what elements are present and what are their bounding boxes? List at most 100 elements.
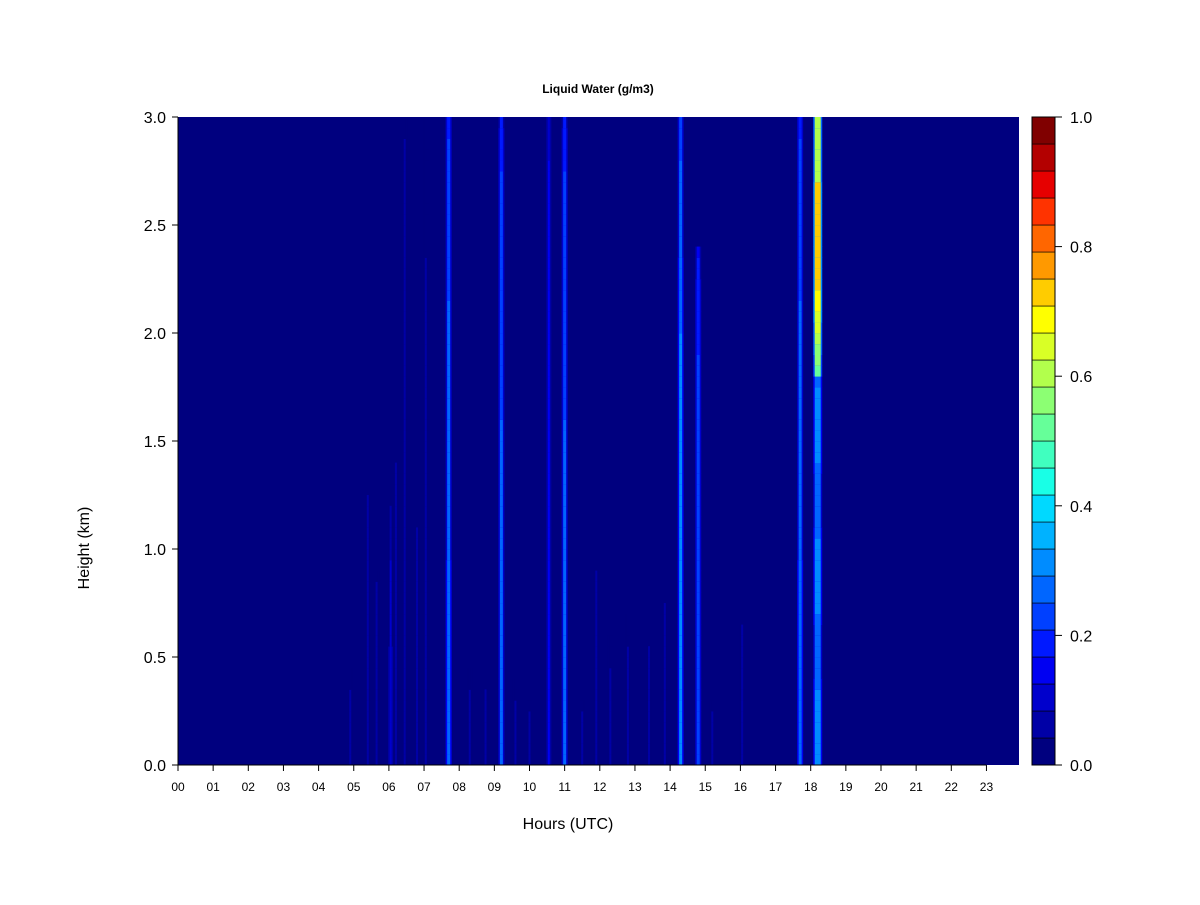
heatmap-cell	[447, 171, 451, 183]
heatmap-cell	[696, 754, 700, 766]
heatmap-cell	[424, 592, 427, 604]
heatmap-cell	[663, 721, 666, 733]
colorbar-frame	[1031, 116, 1056, 766]
heatmap-column	[797, 117, 804, 766]
heatmap-cell	[394, 581, 397, 593]
heatmap-cell	[403, 171, 406, 183]
heatmap-cell	[663, 624, 666, 636]
heatmap-cell	[814, 214, 821, 226]
heatmap-cell	[394, 646, 397, 658]
heatmap-cell	[499, 333, 503, 345]
heatmap-column	[365, 495, 371, 766]
heatmap-cell	[547, 473, 550, 485]
heatmap-cell	[468, 700, 471, 712]
heatmap-cell	[814, 160, 821, 172]
heatmap-cell	[798, 646, 802, 658]
heatmap-cell	[547, 700, 550, 712]
heatmap-cell	[447, 700, 451, 712]
heatmap-cell	[394, 732, 397, 744]
heatmap-cell	[679, 408, 683, 420]
x-tick-label: 18	[804, 780, 818, 794]
heatmap-cell	[595, 613, 598, 625]
x-tick-label: 21	[909, 780, 923, 794]
heatmap-cell	[798, 678, 802, 690]
heatmap-cell	[547, 171, 550, 183]
heatmap-cell	[696, 365, 700, 377]
heatmap-cell	[447, 225, 451, 237]
heatmap-cell	[424, 570, 427, 582]
heatmap-cell	[741, 711, 744, 723]
heatmap-cell	[696, 505, 700, 517]
heatmap-cell	[679, 149, 683, 161]
heatmap-cell	[563, 354, 567, 366]
heatmap-cell	[798, 495, 802, 507]
heatmap-cell	[499, 397, 503, 409]
heatmap-cell	[499, 462, 503, 474]
heatmap-cell	[547, 721, 550, 733]
heatmap-cell	[366, 689, 369, 701]
heatmap-cell	[447, 484, 451, 496]
heatmap-cell	[447, 711, 451, 723]
heatmap-cell	[563, 268, 567, 280]
heatmap-cell	[663, 657, 666, 669]
x-tick-label: 11	[558, 780, 571, 794]
heatmap-cell	[679, 397, 683, 409]
colorbar-segment	[1031, 521, 1056, 550]
heatmap-column	[483, 689, 489, 766]
heatmap-cell	[648, 689, 651, 701]
heatmap-cell	[679, 667, 683, 679]
heatmap-cell	[609, 678, 612, 690]
heatmap-cell	[499, 343, 503, 355]
heatmap-cell	[798, 192, 802, 204]
heatmap-cell	[663, 678, 666, 690]
x-axis-label: Hours (UTC)	[523, 816, 614, 833]
heatmap-cell	[679, 559, 683, 571]
heatmap-cell	[547, 160, 550, 172]
heatmap-cell	[814, 678, 821, 690]
heatmap-cell	[547, 678, 550, 690]
heatmap-cell	[648, 754, 651, 766]
heatmap-cell	[547, 354, 550, 366]
heatmap-cell	[484, 700, 487, 712]
x-tick-label: 13	[628, 780, 642, 794]
heatmap-cell	[366, 613, 369, 625]
heatmap-cell	[547, 117, 550, 129]
heatmap-cell	[366, 581, 369, 593]
heatmap-cell	[696, 743, 700, 755]
heatmap-cell	[389, 743, 392, 755]
heatmap-cell	[394, 603, 397, 615]
heatmap-cell	[424, 689, 427, 701]
heatmap-column	[546, 117, 552, 766]
heatmap-cell	[814, 246, 821, 258]
axes: 00 01 02 03 04 05 06 07 08 09 10 11 12 13 14 15 16 17 18 19…	[144, 110, 994, 794]
heatmap-cell	[814, 516, 821, 528]
heatmap-cell	[814, 171, 821, 183]
heatmap-cell	[696, 300, 700, 312]
colorbar-segment	[1031, 305, 1056, 334]
heatmap-cell	[563, 570, 567, 582]
heatmap-cell	[595, 743, 598, 755]
heatmap-cell	[679, 257, 683, 269]
heatmap-cell	[798, 635, 802, 647]
colorbar-segment	[1031, 143, 1056, 172]
heatmap-cell	[547, 603, 550, 615]
heatmap-cell	[741, 689, 744, 701]
heatmap-cell	[547, 387, 550, 399]
heatmap-cell	[403, 192, 406, 204]
heatmap-cell	[499, 268, 503, 280]
heatmap-cell	[447, 322, 451, 334]
heatmap-cell	[394, 700, 397, 712]
heatmap-cell	[416, 549, 419, 561]
heatmap-cell	[563, 689, 567, 701]
heatmap-cell	[424, 657, 427, 669]
heatmap-cell	[663, 689, 666, 701]
heatmap-cell	[389, 754, 392, 766]
heatmap-cell	[814, 322, 821, 334]
heatmap-cell	[547, 300, 550, 312]
heatmap-cell	[798, 700, 802, 712]
heatmap-cell	[609, 646, 612, 658]
heatmap-cell	[547, 376, 550, 388]
heatmap-cell	[814, 430, 821, 442]
heatmap-cell	[366, 603, 369, 615]
heatmap-cell	[499, 689, 503, 701]
